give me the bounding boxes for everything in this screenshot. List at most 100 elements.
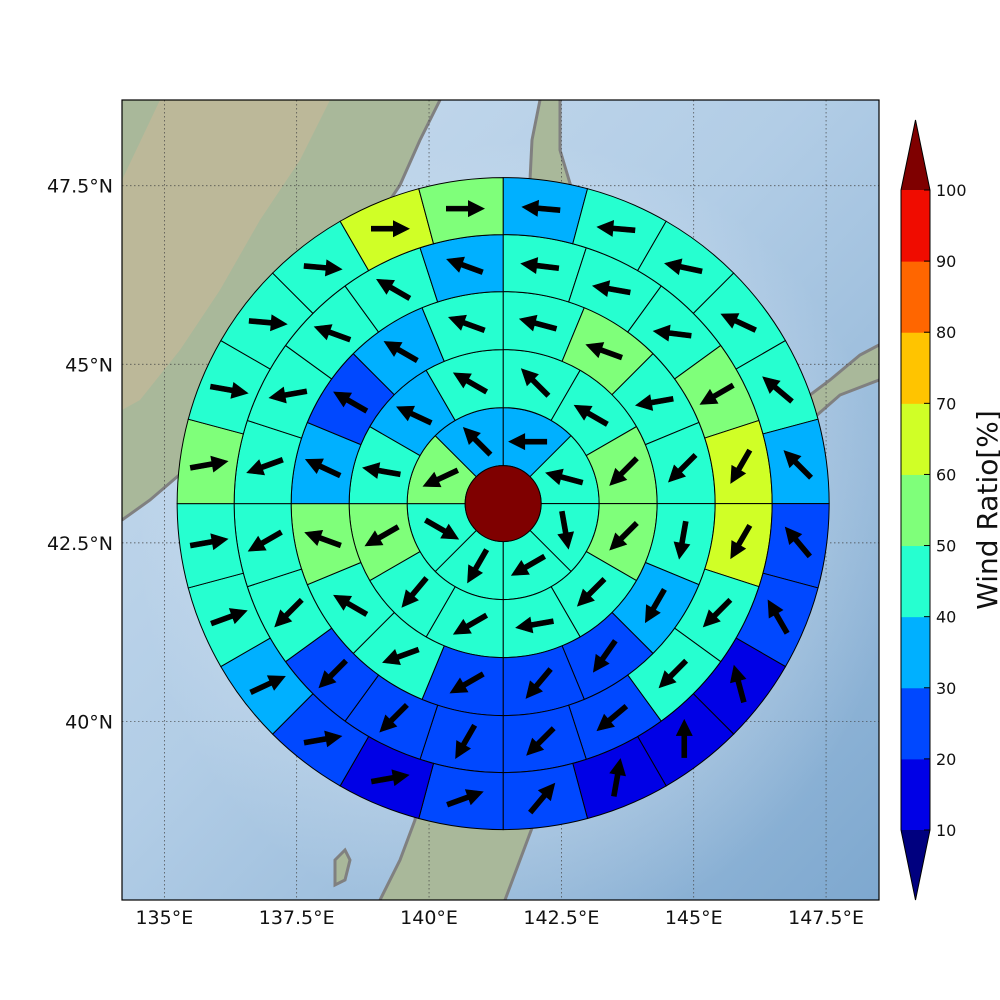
wind-arrow: [462, 427, 493, 457]
land-mainland-relief: [122, 100, 330, 410]
wind-arrow: [730, 523, 753, 560]
wind-arrow: [730, 664, 747, 704]
wind-arrow: [189, 533, 229, 551]
colorbar-tick-label: 40: [936, 608, 956, 627]
wind-arrow: [762, 376, 794, 404]
wind-arrow: [449, 671, 485, 694]
wind-arrow: [303, 259, 343, 277]
colorbar-tick-label: 30: [936, 679, 956, 698]
wind-arrow: [467, 548, 490, 584]
wind-arrow: [609, 456, 639, 486]
wind-arrow: [383, 341, 419, 363]
lat-tick-label: 42.5°N: [47, 533, 113, 555]
colorbar-tick-label: 100: [936, 181, 967, 200]
wind-arrow: [596, 219, 636, 237]
wind-arrow: [783, 450, 814, 480]
wind-arrow: [246, 457, 284, 476]
wind-ratio-rings: [176, 177, 830, 831]
wind-arrow: [268, 386, 308, 404]
wind-arrow: [333, 594, 369, 617]
colorbar-title: Wind Ratio[%]: [971, 410, 1000, 610]
wind-arrow: [382, 646, 420, 665]
wind-arrow: [644, 587, 667, 624]
lat-tick-label: 47.5°N: [47, 176, 113, 198]
wind-arrow: [423, 517, 460, 540]
wind-arrow: [364, 524, 400, 547]
lat-tick-label: 45°N: [65, 354, 113, 376]
colorbar-tick-label: 20: [936, 750, 956, 769]
wind-arrow: [304, 530, 342, 549]
wind-direction-arrows: [189, 199, 814, 815]
wind-arrow: [249, 675, 286, 695]
colorbar-tick-label: 50: [936, 537, 956, 556]
lon-tick-label: 140°E: [400, 907, 458, 929]
colorbar-bin: [901, 474, 930, 547]
wind-arrow: [730, 448, 753, 484]
map-frame: [121, 99, 880, 901]
wind-arrow: [247, 529, 283, 552]
center-disk: [464, 465, 542, 543]
wind-arrow: [446, 256, 484, 275]
lon-tick-label: 137.5°E: [259, 907, 335, 929]
wind-arrow: [362, 462, 401, 479]
wind-arrow: [525, 667, 553, 699]
wind-ratio-sector: [418, 762, 504, 831]
wind-arrow: [508, 433, 548, 451]
longitude-tick-labels: 135°E 137.5°E 140°E 142.5°E 145°E 147.5°E: [135, 907, 864, 929]
colorbar: 10 20 30 40 50 60 70 80 90 100: [900, 119, 967, 901]
wind-arrow: [664, 258, 703, 276]
wind-arrow: [333, 391, 369, 414]
wind-arrow: [448, 314, 486, 333]
wind-arrow: [652, 324, 692, 342]
wind-arrow: [401, 576, 429, 608]
wind-ratio-sector: [176, 418, 244, 505]
latitude-tick-labels: 47.5°N 45°N 42.5°N 40°N: [47, 176, 113, 734]
colorbar-tick-label: 70: [936, 394, 956, 413]
wind-arrow: [668, 452, 698, 483]
colorbar-bin: [901, 403, 930, 475]
wind-arrow: [379, 702, 409, 733]
wind-arrow: [521, 199, 561, 217]
wind-arrow: [591, 280, 631, 297]
wind-arrow: [210, 608, 248, 627]
colorbar-bin: [901, 190, 930, 262]
wind-arrow: [318, 658, 349, 689]
lat-tick-label: 40°N: [65, 711, 113, 733]
wind-arrow: [520, 368, 551, 398]
wind-arrow: [545, 468, 584, 486]
wind-arrow: [274, 597, 304, 628]
colorbar-bin: [901, 758, 930, 831]
colorbar-over-extension: [901, 120, 930, 190]
colorbar-bin: [901, 261, 930, 333]
wind-arrow: [585, 342, 623, 361]
wind-arrow: [396, 405, 433, 426]
wind-arrow: [248, 314, 288, 332]
colorbar-bin: [901, 545, 930, 618]
wind-arrow: [304, 458, 342, 479]
wind-arrow: [596, 703, 629, 732]
wind-arrow: [520, 257, 560, 275]
colorbar-bin: [901, 616, 930, 689]
wind-arrow: [673, 520, 691, 560]
wind-arrow: [518, 314, 558, 332]
wind-arrow: [189, 455, 229, 473]
wind-arrow: [528, 782, 556, 815]
wind-arrow: [446, 789, 484, 808]
wind-arrow: [452, 612, 489, 635]
wind-arrow: [675, 718, 693, 758]
wind-arrow: [702, 597, 733, 628]
lon-tick-label: 147.5°E: [788, 907, 864, 929]
wind-arrow: [573, 404, 609, 427]
wind-arrow: [784, 526, 813, 559]
colorbar-tick-label: 80: [936, 323, 956, 342]
wind-arrow: [510, 553, 547, 576]
wind-arrow: [767, 599, 790, 635]
colorbar-tick-label: 60: [936, 465, 956, 484]
wind-arrow: [313, 324, 352, 343]
land-sado-island: [335, 850, 350, 885]
wind-arrow: [720, 313, 757, 333]
wind-arrow: [209, 382, 249, 399]
lon-tick-label: 145°E: [665, 907, 723, 929]
wind-ratio-sector: [762, 503, 830, 589]
